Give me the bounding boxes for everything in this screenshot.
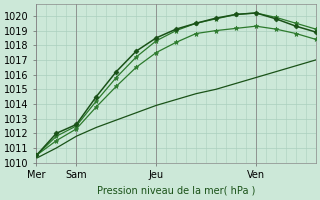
X-axis label: Pression niveau de la mer( hPa ): Pression niveau de la mer( hPa ) <box>97 186 255 196</box>
